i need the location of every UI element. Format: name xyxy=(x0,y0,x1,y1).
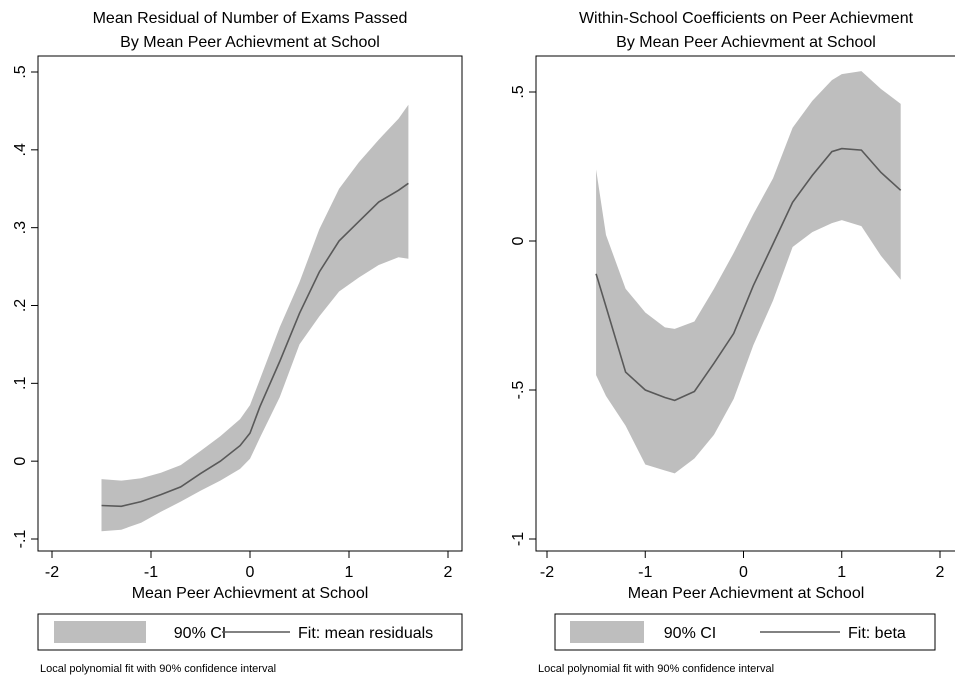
x-tick-label: 0 xyxy=(739,564,748,581)
ci-band xyxy=(101,104,409,532)
y-tick-label: .3 xyxy=(12,221,29,234)
x-tick-label: -2 xyxy=(45,564,59,581)
ci-band xyxy=(596,71,901,474)
chart-note: Local polynomial fit with 90% confidence… xyxy=(40,663,276,675)
x-tick-label: 2 xyxy=(936,564,945,581)
y-tick-label: .2 xyxy=(12,299,29,312)
x-tick-label: -2 xyxy=(540,564,554,581)
chart-title: Within-School Coefficients on Peer Achie… xyxy=(579,10,914,27)
legend-ci-swatch xyxy=(54,621,146,643)
legend-ci-swatch xyxy=(570,621,644,643)
x-axis-label: Mean Peer Achievment at School xyxy=(628,585,865,602)
legend-fit-label: Fit: mean residuals xyxy=(298,625,433,642)
chart-subtitle: By Mean Peer Achievment at School xyxy=(120,34,380,51)
y-tick-label: 0 xyxy=(12,457,29,466)
x-tick-label: 0 xyxy=(246,564,255,581)
y-tick-label: 0 xyxy=(510,236,527,245)
y-tick-label: .1 xyxy=(12,377,29,390)
x-tick-label: -1 xyxy=(144,564,158,581)
legend-ci-label: 90% CI xyxy=(174,625,226,642)
chart-title: Mean Residual of Number of Exams Passed xyxy=(93,10,408,27)
panel-within-school-coefficients: Within-School Coefficients on Peer Achie… xyxy=(510,10,955,675)
y-tick-label: .5 xyxy=(510,85,527,98)
y-tick-label: -.1 xyxy=(12,530,29,549)
x-tick-label: -1 xyxy=(638,564,652,581)
chart-subtitle: By Mean Peer Achievment at School xyxy=(616,34,876,51)
y-tick-label: .5 xyxy=(12,65,29,78)
x-tick-label: 2 xyxy=(444,564,453,581)
x-tick-label: 1 xyxy=(345,564,354,581)
y-tick-label: .4 xyxy=(12,143,29,156)
legend-fit-label: Fit: beta xyxy=(848,625,906,642)
x-axis-label: Mean Peer Achievment at School xyxy=(132,585,369,602)
chart-note: Local polynomial fit with 90% confidence… xyxy=(538,663,774,675)
y-tick-label: -.5 xyxy=(510,381,527,400)
x-tick-label: 1 xyxy=(837,564,846,581)
legend-ci-label: 90% CI xyxy=(664,625,716,642)
fit-line xyxy=(101,182,409,508)
y-tick-label: -1 xyxy=(510,532,527,546)
fit-line xyxy=(595,147,902,402)
panel-mean-residual: Mean Residual of Number of Exams Passed … xyxy=(12,10,463,675)
